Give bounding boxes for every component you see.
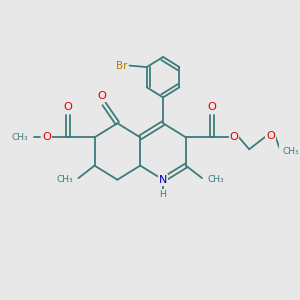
Text: O: O [64, 102, 73, 112]
Text: CH₃: CH₃ [207, 176, 224, 184]
Text: O: O [266, 131, 275, 141]
Text: CH₃: CH₃ [283, 146, 299, 155]
Text: Br: Br [116, 61, 128, 70]
Text: O: O [98, 91, 106, 100]
Text: O: O [42, 132, 51, 142]
Text: O: O [208, 102, 217, 112]
Text: CH₃: CH₃ [11, 133, 28, 142]
Text: O: O [230, 132, 238, 142]
Text: CH₃: CH₃ [57, 176, 74, 184]
Text: H: H [160, 190, 167, 199]
Text: N: N [159, 175, 167, 185]
